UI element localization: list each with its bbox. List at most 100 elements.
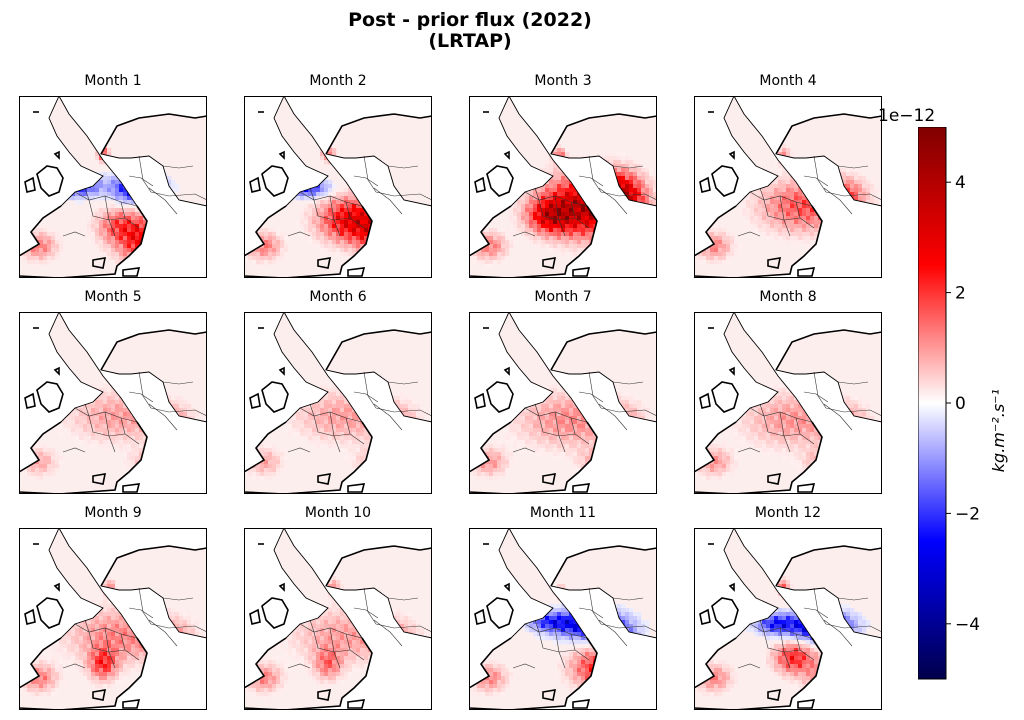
flux-cell <box>340 440 345 445</box>
flux-cell <box>167 396 172 401</box>
flux-cell <box>549 248 554 253</box>
map-panel: Month 1 <box>19 73 207 278</box>
flux-cell <box>344 236 349 241</box>
flux-cell <box>525 232 530 237</box>
flux-cell <box>573 404 578 409</box>
flux-cell <box>565 152 570 157</box>
flux-cell <box>328 180 333 185</box>
flux-cell <box>633 164 638 169</box>
flux-cell <box>131 452 136 457</box>
flux-cell <box>304 428 309 433</box>
flux-cell <box>320 160 325 165</box>
flux-cell <box>794 244 799 249</box>
flux-cell <box>123 228 128 233</box>
flux-cell <box>87 228 92 233</box>
flux-cell <box>135 432 140 437</box>
flux-cell <box>336 244 341 249</box>
flux-cell <box>629 172 634 177</box>
flux-cell <box>702 252 707 257</box>
flux-cell <box>111 408 116 413</box>
flux-cell <box>95 152 100 157</box>
flux-cell <box>272 252 277 257</box>
flux-cell <box>111 216 116 221</box>
flux-cell <box>561 236 566 241</box>
flux-cell <box>360 232 365 237</box>
flux-cell <box>135 440 140 445</box>
flux-cell <box>730 244 735 249</box>
flux-cell <box>537 216 542 221</box>
flux-cell <box>561 228 566 233</box>
country-border <box>512 231 536 237</box>
flux-cell <box>537 200 542 205</box>
flux-cell <box>521 224 526 229</box>
coastline <box>92 257 107 269</box>
flux-cell <box>260 252 265 257</box>
flux-cell <box>565 396 570 401</box>
flux-cell <box>501 248 506 253</box>
flux-cell <box>103 224 108 229</box>
flux-cell <box>119 444 124 449</box>
flux-cell <box>794 188 799 193</box>
flux-cell <box>782 144 787 149</box>
flux-cell <box>810 220 815 225</box>
flux-cell <box>280 252 285 257</box>
flux-cell <box>874 192 879 197</box>
flux-cell <box>746 224 751 229</box>
flux-cell <box>272 468 277 473</box>
flux-cell <box>850 184 855 189</box>
flux-cell <box>585 212 590 217</box>
flux-cell <box>854 196 859 201</box>
flux-cell <box>754 212 759 217</box>
flux-cell <box>107 196 112 201</box>
flux-cell <box>111 180 116 185</box>
flux-cell <box>103 184 108 189</box>
country-border <box>345 201 365 229</box>
flux-cell <box>195 416 200 421</box>
flux-cell <box>774 212 779 217</box>
flux-cell <box>404 396 409 401</box>
flux-cell <box>47 236 52 241</box>
flux-cell <box>794 220 799 225</box>
flux-cell <box>123 200 128 205</box>
flux-cell <box>629 196 634 201</box>
flux-cell <box>629 396 634 401</box>
flux-cell <box>187 400 192 405</box>
flux-cell <box>794 240 799 245</box>
country-border <box>128 391 154 403</box>
flux-cell <box>320 200 325 205</box>
flux-cell <box>549 228 554 233</box>
flux-cell <box>625 188 630 193</box>
flux-cell <box>565 232 570 237</box>
flux-cell <box>284 244 289 249</box>
flux-cell <box>762 192 767 197</box>
flux-cell <box>786 148 791 153</box>
flux-cell <box>352 468 357 473</box>
map-panel: Month 7 <box>469 289 657 494</box>
flux-cell <box>260 224 265 229</box>
flux-cell <box>577 240 582 245</box>
country-border <box>618 193 657 201</box>
flux-cell <box>645 172 650 177</box>
flux-cell <box>107 420 112 425</box>
flux-cell <box>529 200 534 205</box>
flux-cell <box>264 468 269 473</box>
flux-cell <box>718 236 723 241</box>
flux-cell <box>364 436 369 441</box>
flux-cell <box>629 188 634 193</box>
coastline <box>19 96 148 278</box>
flux-cell <box>79 440 84 445</box>
country-border <box>120 201 140 229</box>
flux-cell <box>115 240 120 245</box>
flux-cell <box>115 176 120 181</box>
flux-cell <box>344 424 349 429</box>
flux-cell <box>103 252 108 257</box>
flux-cell <box>340 248 345 253</box>
flux-cell <box>525 200 530 205</box>
flux-cell <box>637 400 642 405</box>
flux-cell <box>565 228 570 233</box>
flux-cell <box>348 252 353 257</box>
flux-cell <box>344 252 349 257</box>
flux-cell <box>103 420 108 425</box>
flux-cell <box>91 436 96 441</box>
coastline <box>36 165 64 197</box>
